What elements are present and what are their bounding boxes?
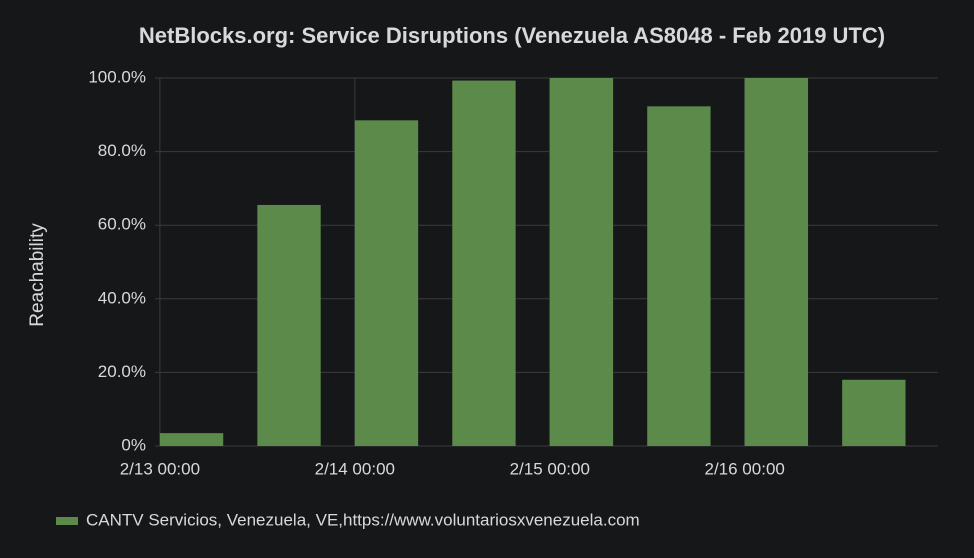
y-tick-label: 100.0%: [88, 67, 146, 86]
legend-label[interactable]: CANTV Servicios, Venezuela, VE,https://w…: [86, 510, 640, 529]
bar: [842, 379, 906, 446]
chart-title: NetBlocks.org: Service Disruptions (Vene…: [139, 23, 885, 48]
y-tick-label: 40.0%: [98, 288, 146, 307]
bar: [744, 78, 809, 446]
y-axis-label: Reachability: [27, 223, 48, 327]
x-tick-label: 2/13 00:00: [120, 459, 200, 478]
x-tick-label: 2/14 00:00: [315, 459, 395, 478]
bar: [354, 120, 419, 446]
bar: [647, 106, 711, 446]
legend-swatch[interactable]: [56, 517, 78, 525]
y-tick-label: 60.0%: [98, 215, 146, 234]
bar: [159, 433, 224, 446]
y-tick-label: 80.0%: [98, 141, 146, 160]
bar: [452, 80, 516, 447]
y-tick-label: 20.0%: [98, 362, 146, 381]
bar: [549, 78, 614, 446]
bar: [257, 204, 321, 446]
x-tick-label: 2/16 00:00: [705, 459, 785, 478]
y-tick-label: 0%: [121, 435, 146, 454]
x-tick-label: 2/15 00:00: [510, 459, 590, 478]
